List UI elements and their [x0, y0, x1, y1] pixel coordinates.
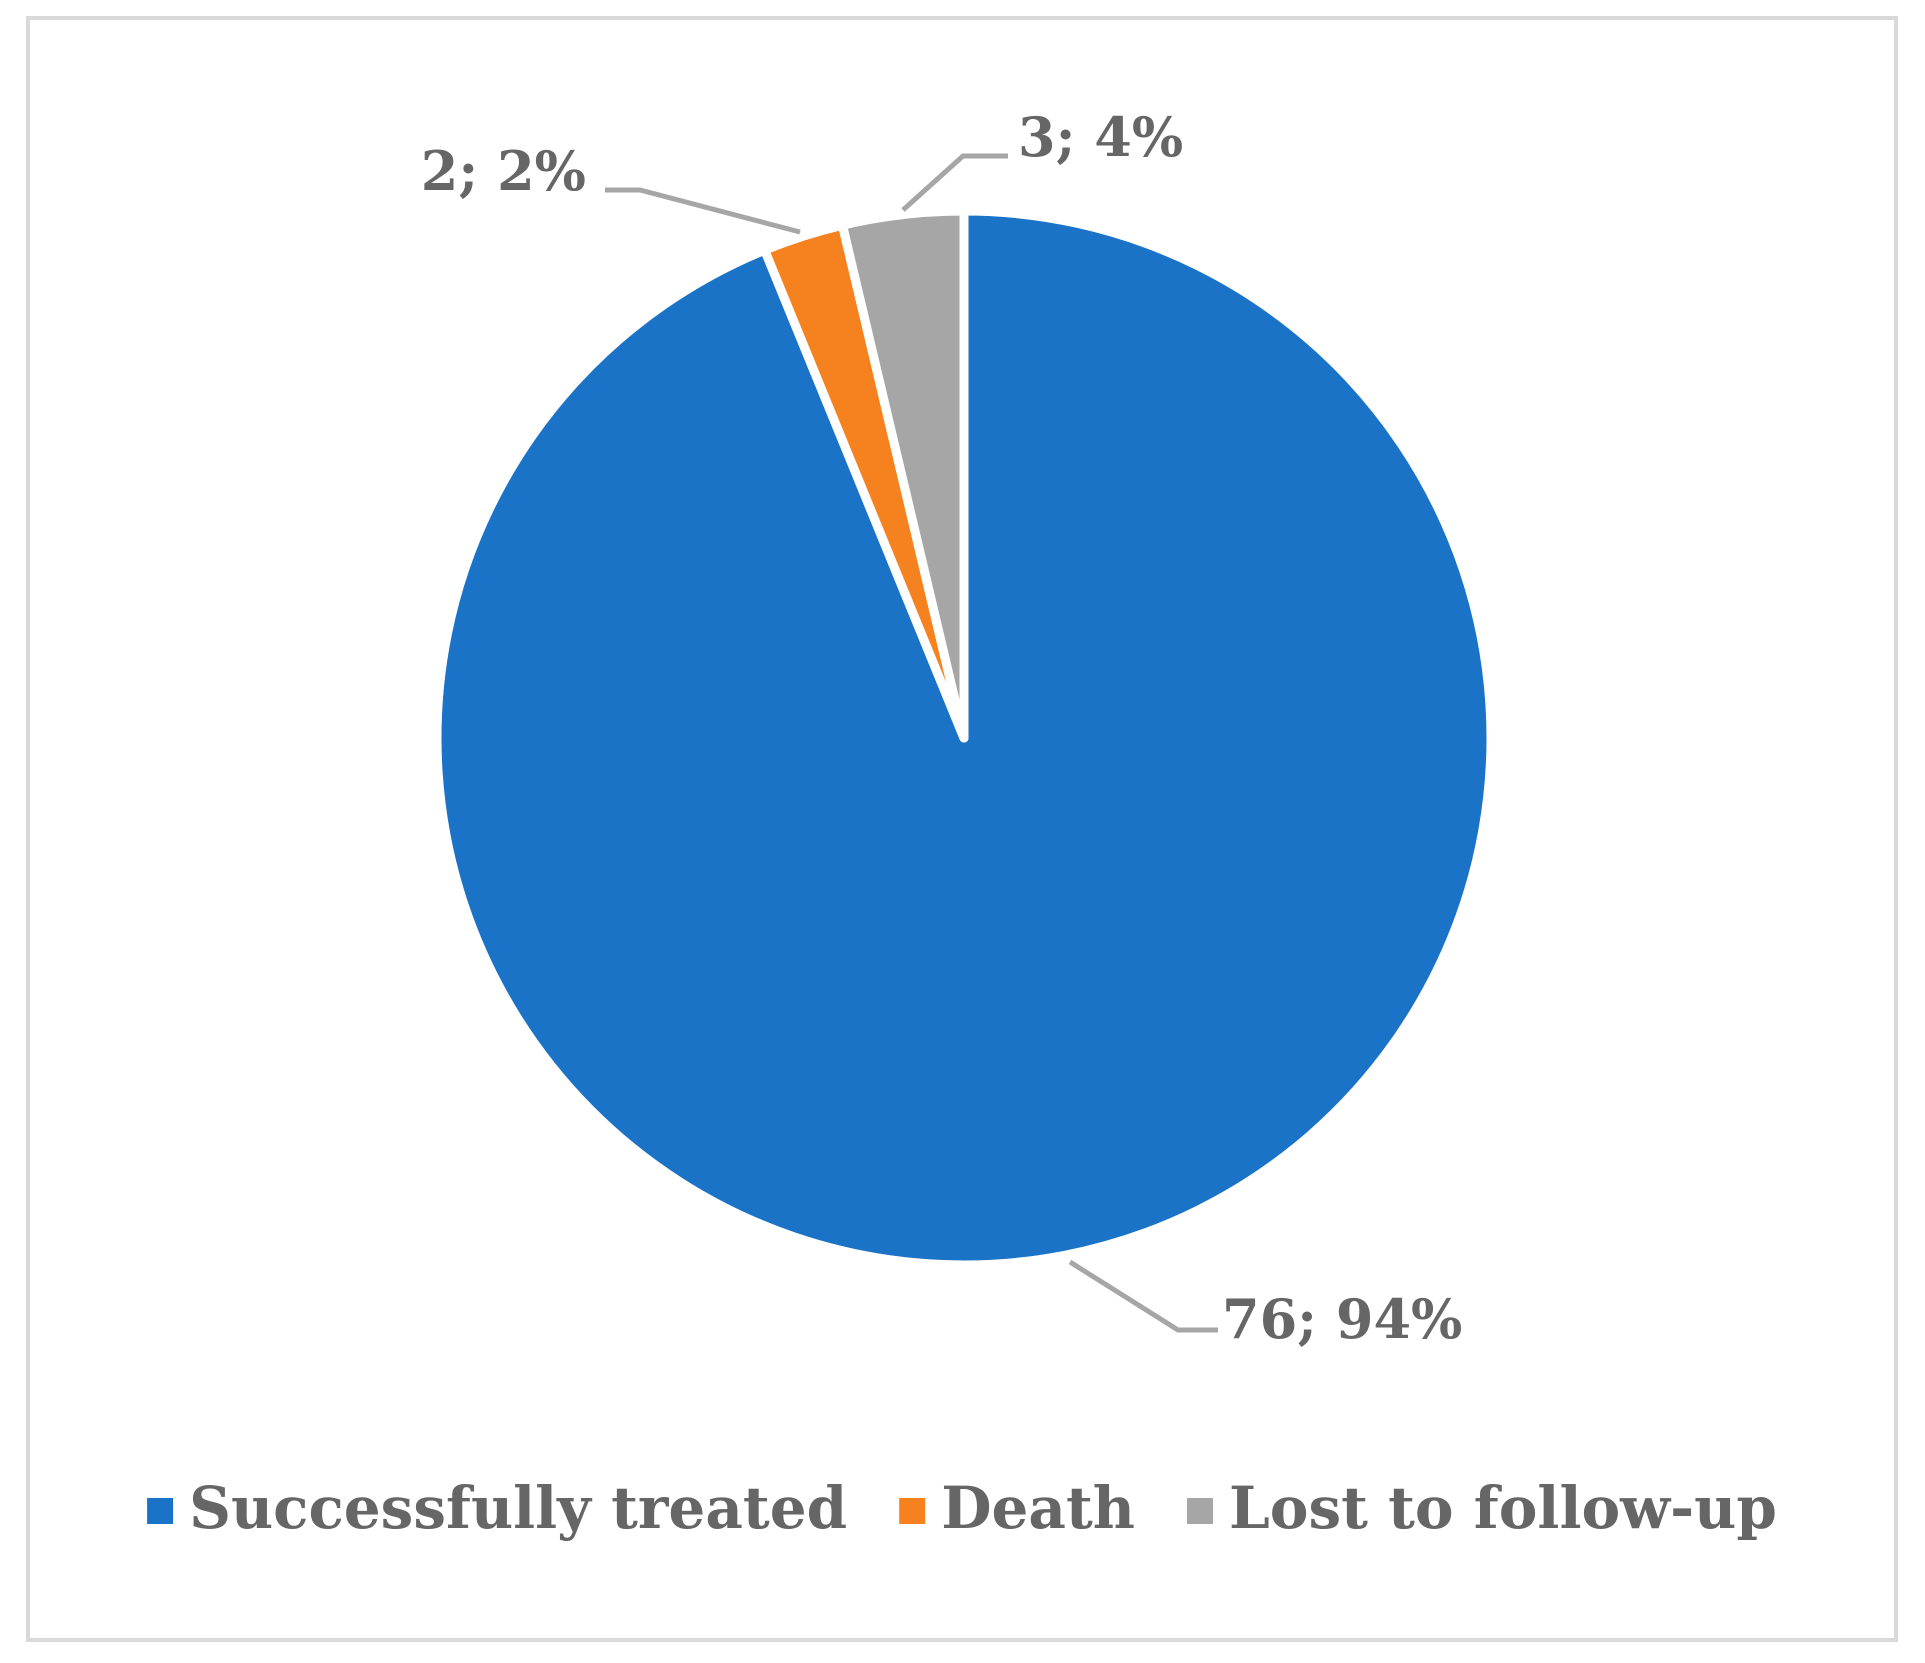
legend-marker — [899, 1498, 926, 1524]
legend-label: Successfully treated — [189, 1474, 847, 1542]
data-label-3: 3; 4% — [1018, 105, 1183, 169]
legend-marker — [147, 1498, 174, 1524]
leader-line-2 — [605, 187, 801, 235]
slices-layer — [432, 206, 1496, 1270]
data-label-1: 76; 94% — [1222, 1287, 1462, 1351]
legend-item-lost-to-follow-up: Lost to follow-up — [1187, 1474, 1777, 1542]
leader-line-3 — [901, 153, 1008, 212]
legend-label: Lost to follow-up — [1229, 1474, 1777, 1542]
legend: Successfully treated Death Lost to follow-… — [147, 1474, 1777, 1542]
data-labels: 76; 94% 2; 2% 3; 4% — [421, 105, 1463, 1351]
leader-line-1 — [1068, 1259, 1218, 1333]
legend-item-death: Death — [899, 1474, 1135, 1542]
leader-lines — [605, 153, 1218, 1333]
pie-slice-lost-to-follow-up — [837, 206, 969, 743]
data-label-2: 2; 2% — [421, 139, 586, 203]
legend-marker — [1187, 1498, 1213, 1524]
legend-label: Death — [941, 1474, 1135, 1542]
legend-item-successfully-treated: Successfully treated — [147, 1474, 847, 1542]
